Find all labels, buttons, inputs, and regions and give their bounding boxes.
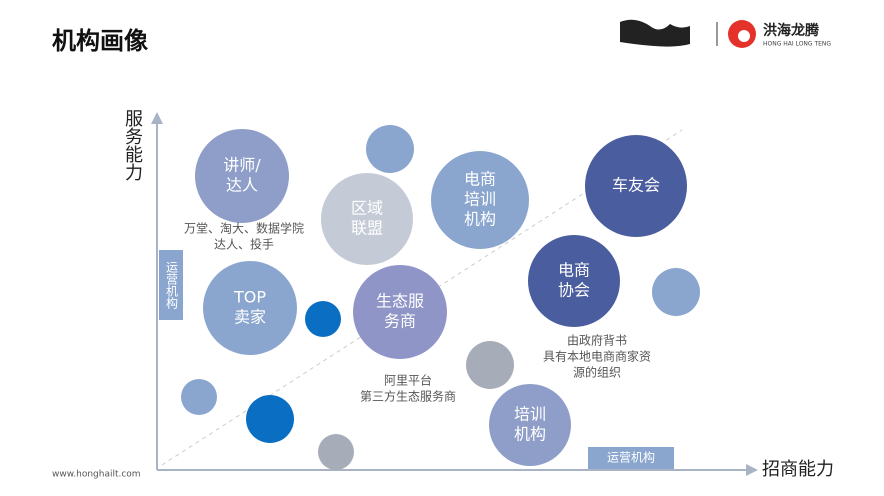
annotation: 源的组织: [573, 365, 621, 380]
annotation: 万堂、淘大、数据学院: [184, 221, 304, 236]
axes: 服务能力 招商能力 运营机构 运营机构: [122, 109, 834, 480]
bubble-label: 讲师/: [223, 156, 261, 175]
bubble-label: 达人: [226, 176, 258, 195]
calligraphy-logo: [620, 19, 690, 47]
bubble: [318, 434, 354, 470]
bubble-label: 联盟: [351, 219, 383, 238]
title: 机构画像: [52, 27, 149, 55]
bubble-label: 协会: [558, 281, 590, 300]
bubble: [585, 135, 687, 237]
logo-sub: HONG HAI LONG TENG: [763, 41, 831, 48]
bubble-label: TOP: [233, 288, 266, 307]
annotation: 具有本地电商商家资: [543, 349, 651, 364]
y-arrow: [151, 112, 163, 124]
y-tag-box: [159, 250, 183, 320]
annotation: 达人、投手: [214, 237, 274, 252]
y-tag: 运营机构: [165, 261, 179, 310]
x-tag: 运营机构: [607, 450, 655, 465]
x-tag-box: [588, 447, 674, 469]
x-label: 招商能力: [762, 459, 834, 480]
annotation: 第三方生态服务商: [360, 389, 456, 404]
bubble-label: 生态服: [376, 292, 424, 311]
bubble: [246, 395, 294, 443]
logo: 洪海龙腾 HONG HAI LONG TENG: [620, 19, 831, 48]
bubble-label: 培训: [514, 405, 546, 424]
bubble: [528, 235, 620, 327]
bubble: [366, 125, 414, 173]
annotation: 由政府背书: [567, 333, 627, 348]
bubble: [321, 173, 413, 265]
bubble: [181, 379, 217, 415]
bubble-label: 区域: [351, 199, 383, 218]
plain-bubbles: [181, 125, 700, 470]
bubble: [652, 268, 700, 316]
annotation: 阿里平台: [384, 373, 432, 388]
x-arrow: [746, 464, 758, 476]
bubble: [466, 341, 514, 389]
bubble-label: 机构: [464, 210, 496, 229]
bubble-label: 卖家: [234, 308, 266, 327]
bubble-label: 务商: [384, 312, 416, 331]
bubble-label: 电商: [558, 261, 590, 280]
bubble-label: 车友会: [612, 176, 660, 195]
bubble-label: 电商: [464, 170, 496, 189]
logo-name: 洪海龙腾: [763, 22, 820, 39]
logo-icon-inner: [738, 30, 750, 42]
bubble: [431, 151, 529, 249]
bubble: [195, 129, 289, 223]
bubble: [353, 265, 447, 359]
y-label: 服务能力: [122, 109, 143, 181]
website: www.honghailt.com: [52, 470, 141, 480]
bubble-label: 机构: [514, 425, 546, 444]
bubble: [489, 384, 571, 466]
bubble: [305, 301, 341, 337]
bubble-label: 培训: [464, 190, 496, 209]
bubble: [203, 261, 297, 355]
